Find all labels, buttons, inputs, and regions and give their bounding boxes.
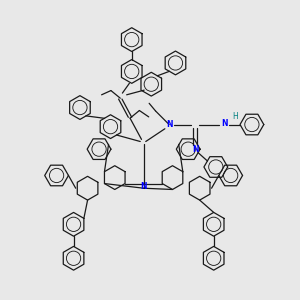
Text: N: N xyxy=(140,182,147,191)
Text: N: N xyxy=(192,145,199,154)
Text: N: N xyxy=(221,119,228,128)
Text: H: H xyxy=(232,112,238,121)
Text: N: N xyxy=(166,120,172,129)
